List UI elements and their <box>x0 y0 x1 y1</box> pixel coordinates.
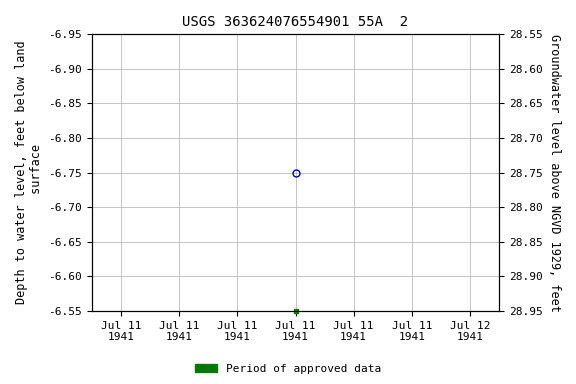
Y-axis label: Depth to water level, feet below land
 surface: Depth to water level, feet below land su… <box>15 41 43 305</box>
Title: USGS 363624076554901 55A  2: USGS 363624076554901 55A 2 <box>183 15 408 29</box>
Legend: Period of approved data: Period of approved data <box>191 359 385 379</box>
Y-axis label: Groundwater level above NGVD 1929, feet: Groundwater level above NGVD 1929, feet <box>548 34 561 311</box>
